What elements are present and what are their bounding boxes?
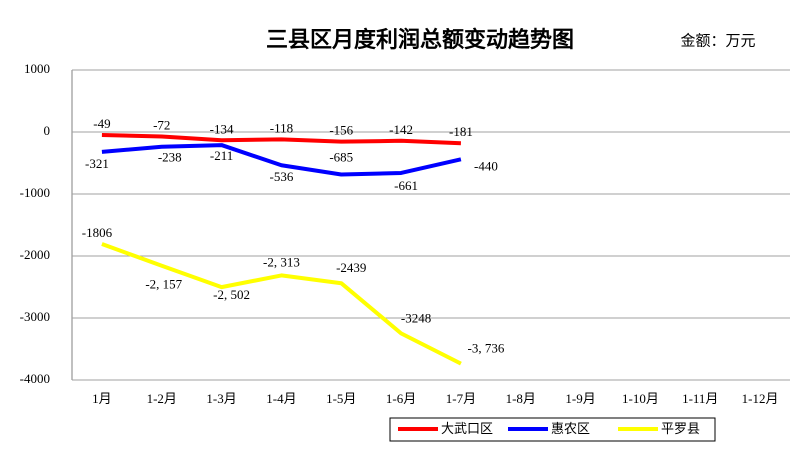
data-label: -2439 xyxy=(336,260,366,275)
data-label: -3248 xyxy=(401,310,431,325)
legend-label: 惠农区 xyxy=(551,421,590,436)
y-tick-label: -2000 xyxy=(20,247,50,262)
data-label: -3, 736 xyxy=(467,341,504,356)
data-label: -685 xyxy=(329,149,353,164)
x-tick-label: 1-3月 xyxy=(206,391,236,406)
data-label: -536 xyxy=(269,169,293,184)
y-tick-label: 1000 xyxy=(24,61,50,76)
x-tick-label: 1-8月 xyxy=(506,391,536,406)
x-tick-label: 1-10月 xyxy=(622,391,659,406)
x-tick-label: 1-6月 xyxy=(386,391,416,406)
legend-box xyxy=(389,417,716,442)
x-tick-label: 1-2月 xyxy=(147,391,177,406)
x-tick-label: 1月 xyxy=(92,391,112,406)
x-tick-label: 1-9月 xyxy=(565,391,595,406)
x-tick-label: 1-12月 xyxy=(742,391,779,406)
data-label: -134 xyxy=(210,121,234,136)
series-line xyxy=(101,133,461,146)
x-tick-label: 1-4月 xyxy=(266,391,296,406)
data-label: -661 xyxy=(394,178,418,193)
data-label: -142 xyxy=(389,122,413,137)
data-label: -1806 xyxy=(82,225,113,240)
data-label: -238 xyxy=(158,150,182,165)
data-label: -321 xyxy=(85,156,109,171)
data-label: -440 xyxy=(474,158,498,173)
y-tick-label: -4000 xyxy=(20,371,50,386)
data-label: -49 xyxy=(93,116,110,131)
x-tick-label: 1-5月 xyxy=(326,391,356,406)
data-label: -2, 157 xyxy=(145,277,182,292)
x-tick-label: 1-7月 xyxy=(446,391,476,406)
data-label: -2, 502 xyxy=(213,287,250,302)
series-line xyxy=(101,143,462,177)
data-label: -2, 313 xyxy=(263,254,300,269)
chart-title: 三县区月度利润总额变动趋势图 xyxy=(266,27,574,52)
legend-label: 平罗县 xyxy=(661,421,700,436)
y-tick-label: 0 xyxy=(44,123,51,138)
y-tick-label: -3000 xyxy=(20,309,50,324)
unit-label: 金额：万元 xyxy=(680,32,755,49)
data-label: -118 xyxy=(270,120,293,135)
data-label: -211 xyxy=(210,148,233,163)
legend-label: 大武口区 xyxy=(441,421,493,436)
series-line xyxy=(101,242,462,366)
y-tick-label: -1000 xyxy=(20,185,50,200)
data-label: -181 xyxy=(449,124,473,139)
data-label: -72 xyxy=(153,117,170,132)
x-tick-label: 1-11月 xyxy=(682,391,718,406)
data-label: -156 xyxy=(329,123,353,138)
